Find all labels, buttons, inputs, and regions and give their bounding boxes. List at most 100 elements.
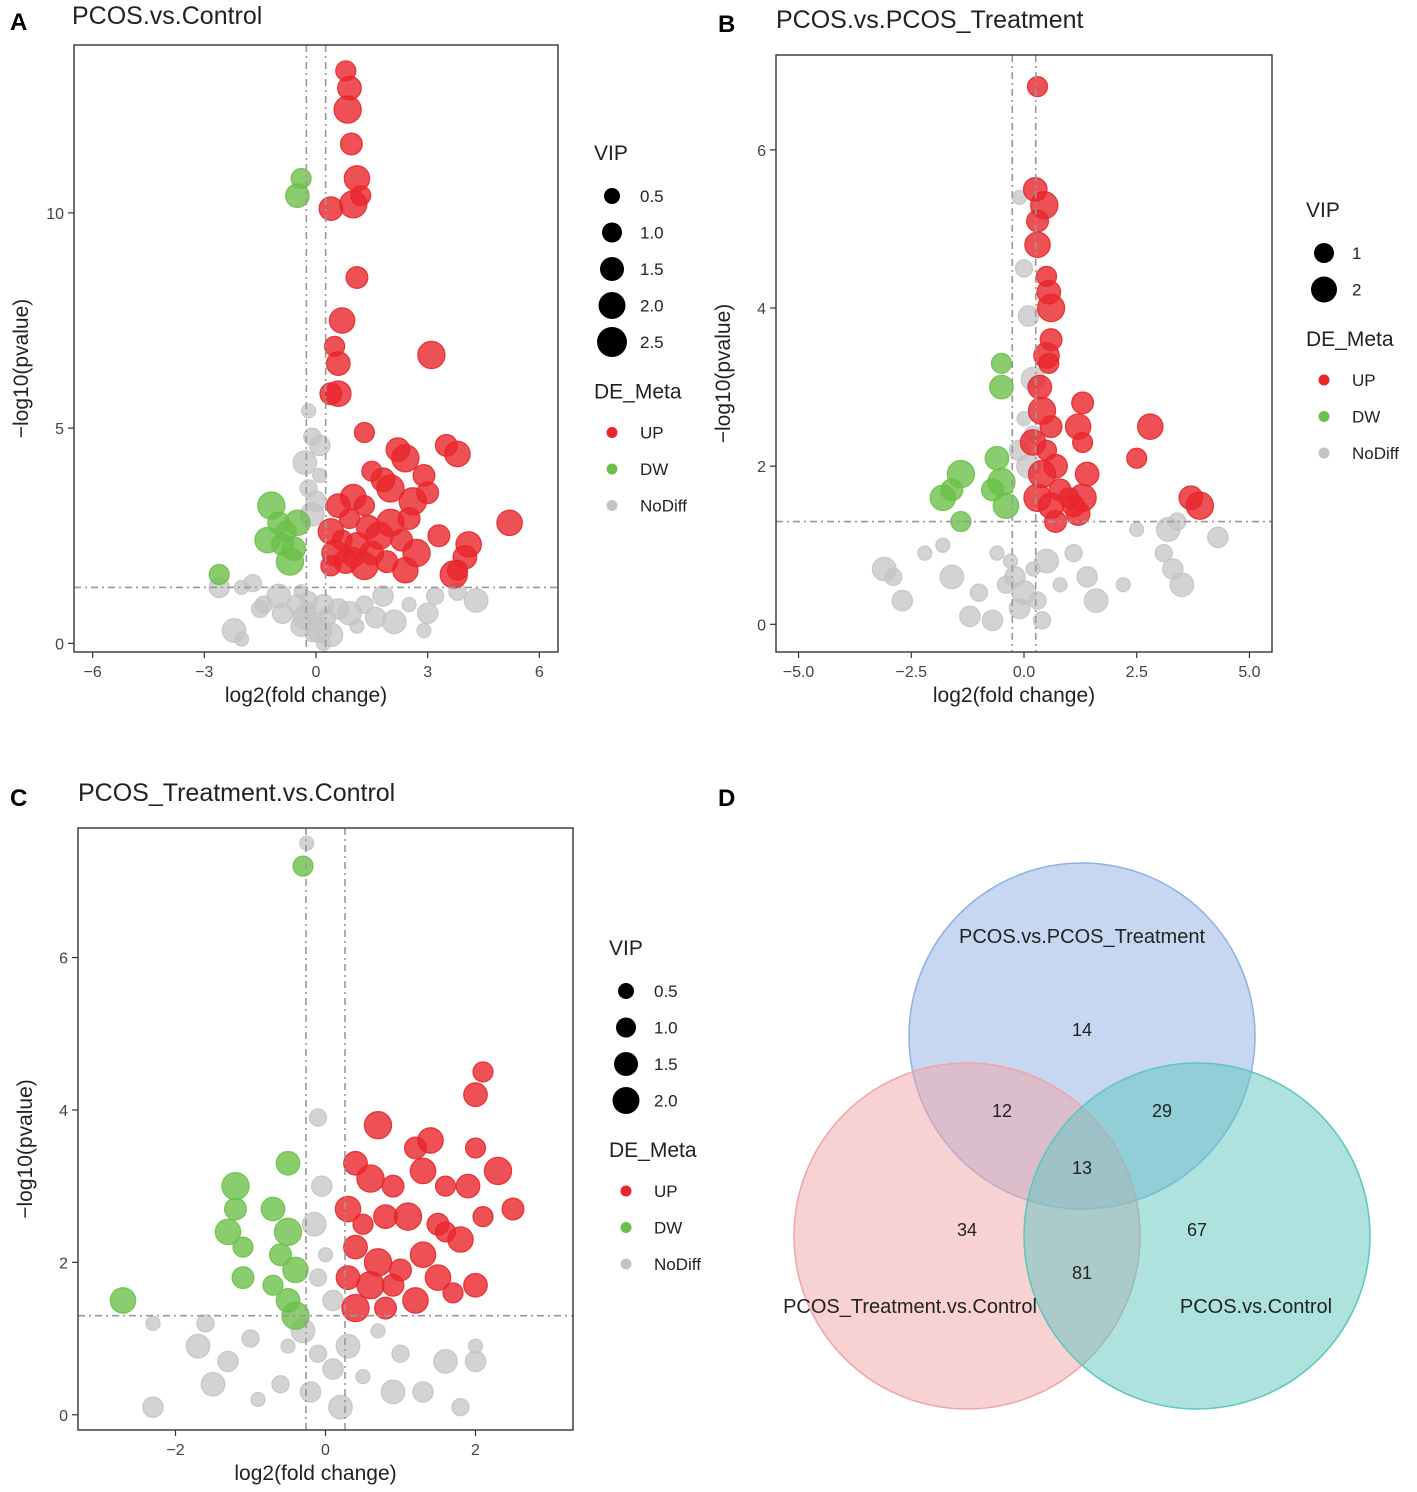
point-nodiff <box>328 1394 353 1420</box>
point-nodiff <box>1154 543 1173 563</box>
point-nodiff <box>1064 543 1083 563</box>
x-tick-label: −6 <box>83 664 101 681</box>
panel-title: PCOS.vs.Control <box>72 2 262 30</box>
point-dw <box>260 1196 286 1222</box>
point-nodiff <box>981 609 1004 632</box>
point-nodiff <box>451 1397 470 1417</box>
x-tick-label: 2.5 <box>1126 664 1148 681</box>
point-up <box>339 190 368 219</box>
point-nodiff <box>308 1344 328 1363</box>
point-up <box>393 1202 423 1231</box>
point-dw <box>231 1266 255 1290</box>
point-nodiff <box>322 1358 344 1380</box>
point-up <box>1026 76 1049 98</box>
y-tick-label: 10 <box>46 206 64 223</box>
x-tick-label: 5.0 <box>1238 664 1260 681</box>
point-up <box>1027 374 1053 400</box>
y-tick-label: 6 <box>59 951 68 968</box>
point-nodiff <box>959 605 981 628</box>
point-nodiff <box>312 467 328 484</box>
point-up <box>472 1061 494 1083</box>
y-tick-label: 0 <box>757 617 766 634</box>
point-up <box>397 507 421 531</box>
point-up <box>356 1271 385 1300</box>
point-dw <box>292 855 314 877</box>
x-tick-label: 6 <box>535 664 544 681</box>
y-tick-label: 4 <box>59 1103 68 1120</box>
x-axis-title: log2(fold change) <box>225 684 387 707</box>
venn-count: 34 <box>957 1220 977 1240</box>
data-points <box>208 60 523 651</box>
point-nodiff <box>939 564 965 590</box>
x-tick-label: −5.0 <box>783 664 815 681</box>
legend-vip-dot <box>602 222 622 243</box>
point-nodiff <box>433 1349 458 1374</box>
legend-vip-label: 1.0 <box>654 1019 678 1038</box>
point-nodiff <box>891 589 914 612</box>
legend-nodiff-label: NoDiff <box>640 497 687 516</box>
y-tick-label: 4 <box>757 301 766 318</box>
point-up <box>345 265 369 289</box>
venn-count: 12 <box>992 1101 1012 1121</box>
point-nodiff <box>401 597 417 613</box>
point-nodiff <box>935 537 951 553</box>
point-dw <box>992 492 1020 520</box>
point-dw <box>282 1256 309 1284</box>
point-dw <box>284 509 311 537</box>
point-up <box>1071 391 1095 415</box>
plot-frame <box>77 827 574 1431</box>
point-nodiff <box>335 1333 361 1359</box>
point-up <box>444 440 471 468</box>
legend-vip-dot <box>616 1017 636 1038</box>
panel-letter: C <box>10 785 27 812</box>
point-up <box>464 1137 487 1159</box>
point-nodiff <box>317 1247 334 1263</box>
point-up <box>391 444 420 473</box>
point-nodiff <box>315 635 332 651</box>
point-up <box>325 380 352 408</box>
point-nodiff <box>271 1375 290 1394</box>
legend-de-title: DE_Meta <box>609 1139 697 1162</box>
legend-vip-label: 1 <box>1352 244 1361 263</box>
point-up <box>381 1174 405 1198</box>
point-nodiff <box>381 609 407 635</box>
point-up <box>334 1195 362 1223</box>
point-nodiff <box>196 1314 215 1333</box>
point-nodiff <box>871 556 897 582</box>
legend-up-label: UP <box>654 1182 678 1201</box>
point-nodiff <box>250 1391 266 1408</box>
point-up <box>318 196 344 221</box>
point-nodiff <box>142 1396 164 1418</box>
point-up <box>424 1264 452 1291</box>
legend-vip-dot <box>597 327 627 357</box>
point-up <box>409 1157 437 1185</box>
legend-up-dot <box>620 1185 632 1197</box>
point-up <box>434 1175 457 1197</box>
venn-count: 29 <box>1152 1101 1172 1121</box>
x-axis-title: log2(fold change) <box>234 1462 396 1485</box>
point-nodiff <box>464 1350 487 1373</box>
point-nodiff <box>412 1381 434 1403</box>
point-up <box>402 1287 429 1314</box>
point-up <box>1126 447 1148 469</box>
point-up <box>1038 352 1060 374</box>
x-tick-label: 0 <box>321 1442 330 1459</box>
point-up <box>1026 209 1050 233</box>
point-nodiff <box>1002 553 1019 569</box>
legend-nodiff-dot <box>620 1258 632 1270</box>
point-up <box>1044 510 1068 534</box>
legend-vip-label: 2 <box>1352 281 1361 300</box>
point-nodiff <box>355 1369 371 1385</box>
legend-vip-title: VIP <box>609 937 643 960</box>
point-nodiff <box>416 622 432 639</box>
point-dw <box>990 352 1013 374</box>
point-nodiff <box>299 591 318 610</box>
point-up <box>417 340 446 370</box>
point-up <box>392 556 419 584</box>
point-nodiff <box>300 403 317 419</box>
legend-up-dot <box>1318 374 1330 386</box>
legend-vip-label: 0.5 <box>654 982 678 1001</box>
panel-title: PCOS.vs.PCOS_Treatment <box>776 6 1084 34</box>
point-up <box>1074 461 1100 487</box>
point-nodiff <box>416 602 439 625</box>
